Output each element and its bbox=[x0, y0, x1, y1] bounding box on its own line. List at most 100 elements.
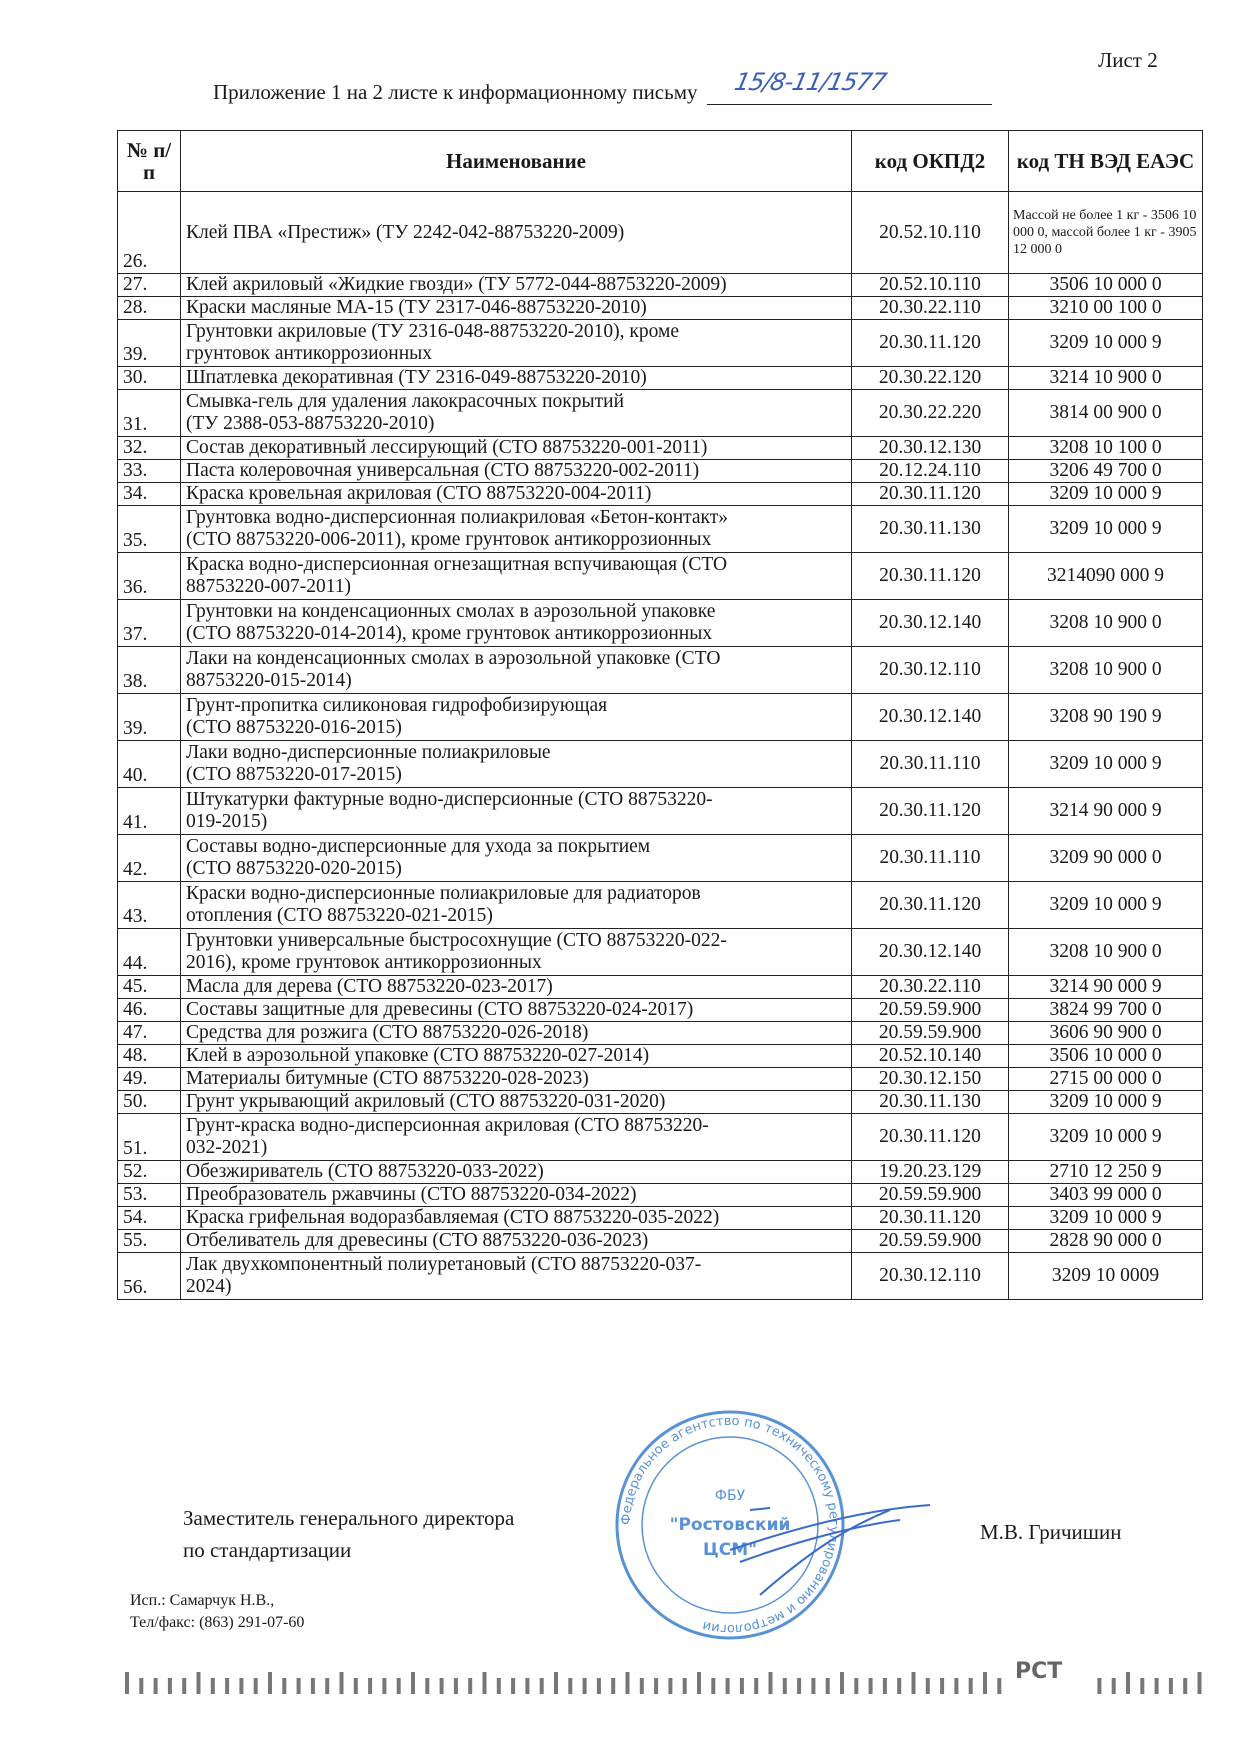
footer-bar bbox=[725, 1678, 730, 1694]
footer-bar bbox=[911, 1672, 916, 1694]
footer-bar bbox=[453, 1678, 458, 1694]
table-row: 47. Средства для розжига (СТО 88753220-02… bbox=[117, 1021, 1203, 1045]
stamp-outer-ring bbox=[615, 1410, 845, 1640]
product-name: Шпатлевка декоративная (ТУ 2316-049-8875… bbox=[180, 366, 852, 390]
table-row: 38. Лаки на конденсационных смолах в аэро… bbox=[117, 646, 1203, 694]
tnved-code: 3214 90 000 9 bbox=[1008, 787, 1203, 835]
tnved-code: 3208 90 190 9 bbox=[1008, 693, 1203, 741]
table-row: 42. Составы водно-дисперсионные для ухода… bbox=[117, 834, 1203, 882]
product-name: Грунтовка водно-дисперсионная полиакрило… bbox=[180, 505, 852, 553]
table-row: 34. Краска кровельная акриловая (СТО 8875… bbox=[117, 482, 1203, 506]
table-row: 35. Грунтовка водно-дисперсионная полиакр… bbox=[117, 505, 1203, 553]
footer-bar bbox=[268, 1672, 272, 1694]
row-number: 41. bbox=[117, 787, 181, 835]
table-row: 39. Грунтовки акриловые (ТУ 2316-048-8875… bbox=[117, 319, 1203, 367]
footer-bar bbox=[954, 1678, 959, 1694]
product-name: Грунтовки акриловые (ТУ 2316-048-8875322… bbox=[180, 319, 852, 367]
okpd2-code: 20.30.11.120 bbox=[851, 482, 1009, 506]
tnved-code: 3209 10 000 9 bbox=[1008, 1206, 1203, 1230]
table-row: 53. Преобразователь ржавчины (СТО 8875322… bbox=[117, 1183, 1203, 1207]
sheet-number: Лист 2 bbox=[1098, 48, 1158, 72]
tnved-code: 3209 90 000 0 bbox=[1008, 834, 1203, 882]
table-row: 43. Краски водно-дисперсионные полиакрило… bbox=[117, 881, 1203, 929]
okpd2-code: 20.12.24.110 bbox=[851, 459, 1009, 483]
footer-bar bbox=[768, 1672, 773, 1694]
tnved-code: 3209 10 000 9 bbox=[1008, 482, 1203, 506]
okpd2-code: 20.30.11.120 bbox=[851, 1113, 1009, 1161]
row-number: 39. bbox=[117, 319, 181, 367]
okpd2-code: 20.30.22.110 bbox=[851, 975, 1009, 999]
tnved-code: 3209 10 000 9 bbox=[1008, 1113, 1203, 1161]
okpd2-code: 20.30.12.110 bbox=[851, 1252, 1009, 1300]
footer-logo: РСТ bbox=[1015, 1659, 1062, 1684]
footer-bar bbox=[654, 1678, 659, 1694]
tnved-code: 3606 90 900 0 bbox=[1008, 1021, 1203, 1045]
document-title: Приложение 1 на 2 листе к информационном… bbox=[213, 68, 992, 105]
product-name: Краски водно-дисперсионные полиакриловые… bbox=[180, 881, 852, 929]
row-number: 52. bbox=[117, 1160, 181, 1184]
column-header-number: № п/п bbox=[117, 130, 181, 192]
row-number: 31. bbox=[117, 389, 181, 437]
tnved-code: 3209 10 000 9 bbox=[1008, 505, 1203, 553]
official-stamp: Федеральное агентство по техническому ре… bbox=[615, 1410, 845, 1640]
stamp-text-top: ФБУ bbox=[715, 1488, 746, 1504]
footer-bar bbox=[253, 1678, 258, 1694]
row-number: 53. bbox=[117, 1183, 181, 1207]
table-row: 52. Обезжириватель (СТО 88753220-033-2022… bbox=[117, 1160, 1203, 1184]
footer-bar bbox=[968, 1678, 973, 1694]
table-row: 56. Лак двухкомпонентный полиуретановый (… bbox=[117, 1252, 1203, 1300]
row-number: 37. bbox=[117, 599, 181, 647]
product-name: Клей акриловый «Жидкие гвозди» (ТУ 5772-… bbox=[180, 273, 852, 297]
footer-bar bbox=[1126, 1672, 1130, 1694]
footer-bar bbox=[897, 1678, 902, 1694]
product-name: Материалы битумные (СТО 88753220-028-202… bbox=[180, 1067, 852, 1091]
row-number: 51. bbox=[117, 1113, 181, 1161]
tnved-code: 3403 99 000 0 bbox=[1008, 1183, 1203, 1207]
row-number: 46. bbox=[117, 998, 181, 1022]
product-name: Средства для розжига (СТО 88753220-026-2… bbox=[180, 1021, 852, 1045]
okpd2-code: 20.30.12.140 bbox=[851, 599, 1009, 647]
product-name: Грунт укрывающий акриловый (СТО 88753220… bbox=[180, 1090, 852, 1114]
table-row: 30. Шпатлевка декоративная (ТУ 2316-049-8… bbox=[117, 366, 1203, 390]
table-row: 39. Грунт-пропитка силиконовая гидрофобиз… bbox=[117, 693, 1203, 741]
okpd2-code: 20.59.59.900 bbox=[851, 1229, 1009, 1253]
product-name: Лаки водно-дисперсионные полиакриловые (… bbox=[180, 740, 852, 788]
table-row: 54. Краска грифельная водоразбавляемая (С… bbox=[117, 1206, 1203, 1230]
footer-bar bbox=[1168, 1678, 1173, 1694]
tnved-code: 3506 10 000 0 bbox=[1008, 1044, 1203, 1068]
tnved-code: Массой не более 1 кг - 3506 10 000 0, ма… bbox=[1008, 191, 1203, 274]
footer-bar bbox=[182, 1678, 187, 1694]
footer-bar bbox=[396, 1678, 401, 1694]
okpd2-code: 20.30.11.130 bbox=[851, 505, 1009, 553]
footer-bar bbox=[482, 1672, 487, 1694]
okpd2-code: 19.20.23.129 bbox=[851, 1160, 1009, 1184]
table-row: 49. Материалы битумные (СТО 88753220-028-… bbox=[117, 1067, 1203, 1091]
footer-bar bbox=[296, 1678, 301, 1694]
row-number: 47. bbox=[117, 1021, 181, 1045]
footer-bar bbox=[568, 1678, 573, 1694]
okpd2-code: 20.30.11.110 bbox=[851, 834, 1009, 882]
tnved-code: 2710 12 250 9 bbox=[1008, 1160, 1203, 1184]
footer-bar bbox=[196, 1672, 201, 1694]
tnved-code: 3208 10 900 0 bbox=[1008, 646, 1203, 694]
footer-bar bbox=[525, 1678, 530, 1694]
footer-bar bbox=[511, 1678, 516, 1694]
footer-bar bbox=[1154, 1678, 1159, 1694]
footer-bar bbox=[782, 1678, 787, 1694]
footer-bar bbox=[167, 1678, 172, 1694]
row-number: 38. bbox=[117, 646, 181, 694]
okpd2-code: 20.30.11.120 bbox=[851, 1206, 1009, 1230]
product-name: Штукатурки фактурные водно-дисперсионные… bbox=[180, 787, 852, 835]
footer-bar bbox=[739, 1678, 744, 1694]
okpd2-code: 20.30.11.120 bbox=[851, 787, 1009, 835]
footer-bar bbox=[611, 1678, 616, 1694]
table-row: 36. Краска водно-дисперсионная огнезащитн… bbox=[117, 552, 1203, 600]
product-name: Лаки на конденсационных смолах в аэрозол… bbox=[180, 646, 852, 694]
tnved-code: 3208 10 900 0 bbox=[1008, 599, 1203, 647]
stamp-text-main: "Ростовский bbox=[670, 1515, 791, 1535]
row-number: 33. bbox=[117, 459, 181, 483]
row-number: 35. bbox=[117, 505, 181, 553]
footer-bar bbox=[325, 1678, 330, 1694]
footer-bar bbox=[1111, 1678, 1116, 1694]
product-name: Краска грифельная водоразбавляемая (СТО … bbox=[180, 1206, 852, 1230]
